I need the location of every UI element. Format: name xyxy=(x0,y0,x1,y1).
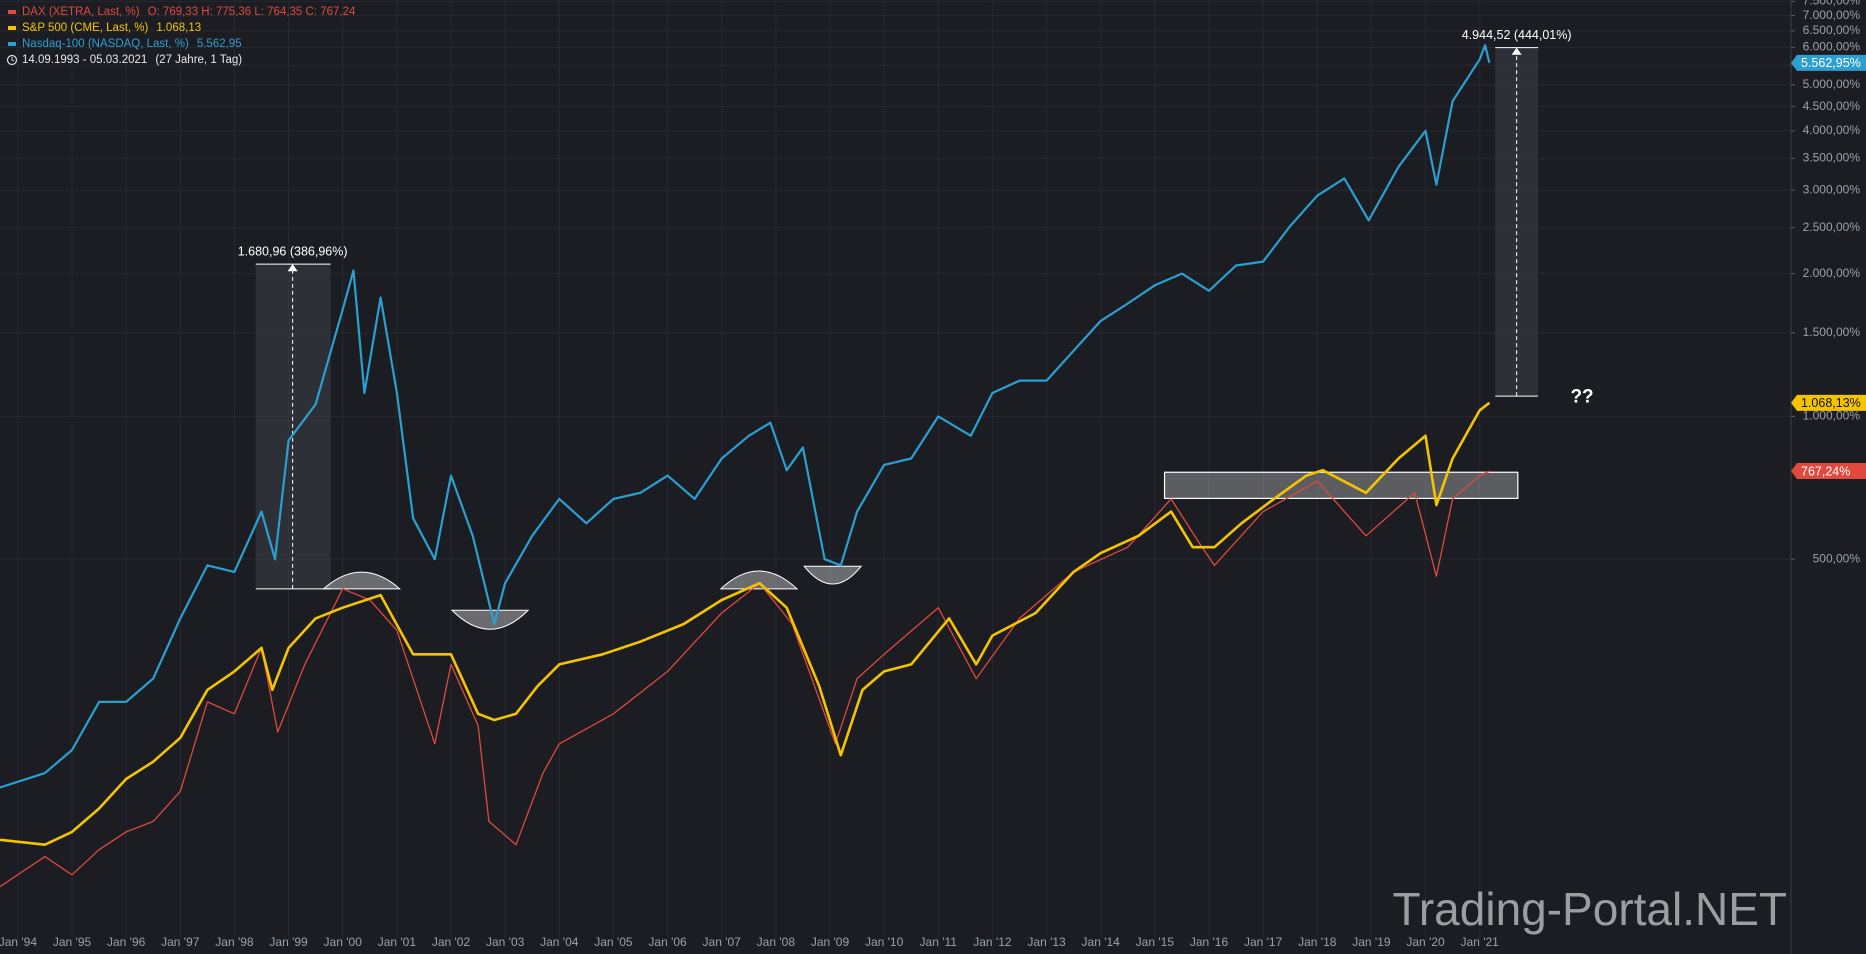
y-tick-label: 7.000,00% xyxy=(1803,8,1861,22)
x-tick-label: Jan '00 xyxy=(324,935,363,949)
date-range-text: 14.09.1993 - 05.03.2021 xyxy=(22,54,147,66)
x-tick-label: Jan '08 xyxy=(757,935,796,949)
duration-text: (27 Jahre, 1 Tag) xyxy=(155,54,242,66)
y-tick-label: 7.500,00% xyxy=(1803,0,1861,8)
x-tick-label: Jan '94 xyxy=(0,935,37,949)
x-tick-label: Jan '11 xyxy=(920,935,958,949)
series-line xyxy=(0,470,1490,888)
x-tick-label: Jan '18 xyxy=(1298,935,1337,949)
y-tick-label: 1.500,00% xyxy=(1803,325,1861,339)
x-tick-label: Jan '07 xyxy=(703,935,742,949)
x-tick-label: Jan '02 xyxy=(432,935,471,949)
measure-box xyxy=(255,264,331,589)
x-tick-label: Jan '13 xyxy=(1027,935,1066,949)
legend-swatch xyxy=(8,10,16,14)
y-tick-label: 2.000,00% xyxy=(1803,266,1861,280)
legend-entry: S&P 500 (CME, Last, %) 1.068,13 xyxy=(22,22,201,34)
clock-icon xyxy=(6,54,18,66)
y-tick-label: 1.000,00% xyxy=(1803,409,1861,423)
x-tick-label: Jan '14 xyxy=(1082,935,1121,949)
x-tick-label: Jan '97 xyxy=(161,935,200,949)
arrow-head xyxy=(287,264,298,272)
watermark: Trading-Portal.NET xyxy=(1392,883,1787,935)
y-tick-label: 4.000,00% xyxy=(1803,123,1861,137)
x-tick-label: Jan '10 xyxy=(865,935,904,949)
price-tag-label: 767,24% xyxy=(1801,464,1850,478)
x-tick-label: Jan '05 xyxy=(594,935,633,949)
price-tag xyxy=(1791,394,1866,411)
legend-value: O: 769,33 H: 775,36 L: 764,35 C: 767,24 xyxy=(148,6,356,18)
x-tick-label: Jan '16 xyxy=(1190,935,1229,949)
y-tick-label: 4.500,00% xyxy=(1803,99,1861,113)
x-tick-label: Jan '96 xyxy=(107,935,146,949)
date-range: 14.09.1993 - 05.03.2021 (27 Jahre, 1 Tag) xyxy=(22,54,242,66)
legend-value: 1.068,13 xyxy=(156,22,201,34)
legend-name: Nasdaq-100 (NASDAQ, Last, %) xyxy=(22,38,189,50)
measure-label: 1.680,96 (386,96%) xyxy=(238,244,348,258)
price-tag xyxy=(1791,462,1866,479)
x-tick-label: Jan '19 xyxy=(1352,935,1391,949)
x-tick-label: Jan '09 xyxy=(811,935,850,949)
dome-shape xyxy=(322,571,402,590)
legend-name: DAX (XETRA, Last, %) xyxy=(22,6,140,18)
x-tick-label: Jan '95 xyxy=(53,935,92,949)
y-tick-label: 6.000,00% xyxy=(1803,40,1861,54)
legend-entry: DAX (XETRA, Last, %) O: 769,33 H: 775,36 … xyxy=(22,6,356,18)
clock-hand xyxy=(11,57,15,62)
y-tick-label: 2.500,00% xyxy=(1803,220,1861,234)
dome-shape xyxy=(719,570,799,590)
cup-shape xyxy=(450,609,530,630)
x-tick-label: Jan '06 xyxy=(648,935,687,949)
legend-swatch xyxy=(8,26,16,30)
x-tick-label: Jan '98 xyxy=(215,935,254,949)
x-tick-label: Jan '17 xyxy=(1244,935,1283,949)
y-tick-label: 6.500,00% xyxy=(1803,23,1861,37)
x-tick-label: Jan '01 xyxy=(378,935,417,949)
price-tag xyxy=(1791,54,1866,71)
x-tick-label: Jan '99 xyxy=(269,935,308,949)
x-tick-label: Jan '12 xyxy=(973,935,1012,949)
price-tag-label: 5.562,95% xyxy=(1801,56,1861,70)
y-tick-label: 3.500,00% xyxy=(1803,151,1861,165)
x-tick-label: Jan '21 xyxy=(1461,935,1500,949)
x-tick-label: Jan '20 xyxy=(1406,935,1445,949)
cup-shape xyxy=(803,565,863,585)
legend-name: S&P 500 (CME, Last, %) xyxy=(22,22,149,34)
y-tick-label: 5.000,00% xyxy=(1803,77,1861,91)
x-tick-label: Jan '15 xyxy=(1136,935,1175,949)
measure-label: 4.944,52 (444,01%) xyxy=(1462,28,1572,42)
y-tick-label: 500,00% xyxy=(1813,551,1861,565)
y-tick-label: 3.000,00% xyxy=(1803,182,1861,196)
price-tag-label: 1.068,13% xyxy=(1801,396,1861,410)
series-line xyxy=(0,401,1491,846)
arrow-head xyxy=(1511,47,1522,55)
question-marks: ?? xyxy=(1570,386,1593,407)
x-tick-label: Jan '03 xyxy=(486,935,525,949)
legend-entry: Nasdaq-100 (NASDAQ, Last, %) 5.562,95 xyxy=(22,38,242,50)
highlight-box xyxy=(1163,471,1519,500)
legend-swatch xyxy=(8,42,16,46)
series-line xyxy=(0,44,1491,789)
x-tick-label: Jan '04 xyxy=(540,935,579,949)
legend-value: 5.562,95 xyxy=(197,38,242,50)
